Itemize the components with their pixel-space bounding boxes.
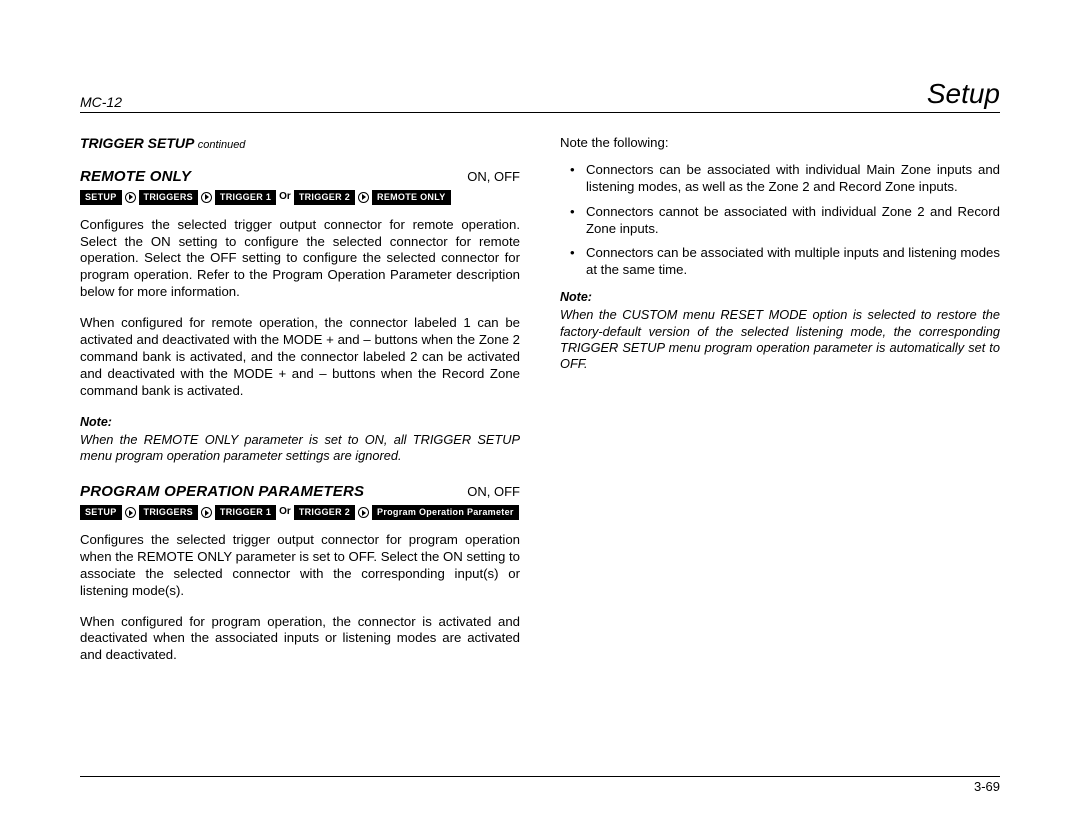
bc-trigger1: TRIGGER 1: [215, 190, 276, 205]
page-header: MC-12 Setup: [80, 78, 1000, 113]
remote-only-para2: When configured for remote operation, th…: [80, 315, 520, 399]
param-name-remote-only: REMOTE ONLY: [80, 167, 191, 186]
bc-or: Or: [279, 506, 291, 519]
bc-setup: SETUP: [80, 190, 122, 205]
right-note-body: When the CUSTOM menu RESET MODE option i…: [560, 307, 1000, 373]
list-item: Connectors can be associated with multip…: [560, 245, 1000, 279]
param-name-program-op: PROGRAM OPERATION PARAMETERS: [80, 482, 364, 501]
remote-only-para1: Configures the selected trigger output c…: [80, 217, 520, 301]
arrow-icon: [125, 507, 136, 518]
bullet-list: Connectors can be associated with indivi…: [560, 162, 1000, 279]
program-op-para1: Configures the selected trigger output c…: [80, 532, 520, 600]
header-model: MC-12: [80, 94, 122, 110]
remote-only-note: When the REMOTE ONLY parameter is set to…: [80, 432, 520, 465]
left-column: TRIGGER SETUP continued REMOTE ONLY ON, …: [80, 135, 520, 678]
breadcrumb-remote-only: SETUP TRIGGERS TRIGGER 1 Or TRIGGER 2 RE…: [80, 190, 520, 205]
list-item: Connectors cannot be associated with ind…: [560, 204, 1000, 238]
content-columns: TRIGGER SETUP continued REMOTE ONLY ON, …: [80, 135, 1000, 678]
section-title-text: TRIGGER SETUP: [80, 135, 194, 151]
section-title: TRIGGER SETUP continued: [80, 135, 520, 153]
arrow-icon: [358, 507, 369, 518]
list-item: Connectors can be associated with indivi…: [560, 162, 1000, 196]
bc-trigger2: TRIGGER 2: [294, 505, 355, 520]
param-row-remote-only: REMOTE ONLY ON, OFF: [80, 167, 520, 186]
arrow-icon: [201, 192, 212, 203]
note-heading: Note:: [560, 289, 1000, 305]
param-values-remote-only: ON, OFF: [467, 169, 520, 186]
note-heading: Note:: [80, 414, 520, 430]
param-row-program-op: PROGRAM OPERATION PARAMETERS ON, OFF: [80, 482, 520, 501]
bc-trigger2: TRIGGER 2: [294, 190, 355, 205]
arrow-icon: [125, 192, 136, 203]
arrow-icon: [358, 192, 369, 203]
bc-program-op-param: Program Operation Parameter: [372, 505, 519, 520]
page-number: 3-69: [974, 779, 1000, 794]
breadcrumb-program-op: SETUP TRIGGERS TRIGGER 1 Or TRIGGER 2 Pr…: [80, 505, 520, 520]
param-values-program-op: ON, OFF: [467, 484, 520, 501]
bc-triggers: TRIGGERS: [139, 505, 198, 520]
note-following: Note the following:: [560, 135, 1000, 152]
right-column: Note the following: Connectors can be as…: [560, 135, 1000, 678]
bc-remote-only: REMOTE ONLY: [372, 190, 450, 205]
bc-setup: SETUP: [80, 505, 122, 520]
program-op-para2: When configured for program operation, t…: [80, 614, 520, 665]
page-footer: 3-69: [80, 776, 1000, 794]
bc-trigger1: TRIGGER 1: [215, 505, 276, 520]
continued-label: continued: [198, 139, 246, 151]
bc-triggers: TRIGGERS: [139, 190, 198, 205]
header-section: Setup: [927, 78, 1000, 110]
bc-or: Or: [279, 191, 291, 204]
arrow-icon: [201, 507, 212, 518]
